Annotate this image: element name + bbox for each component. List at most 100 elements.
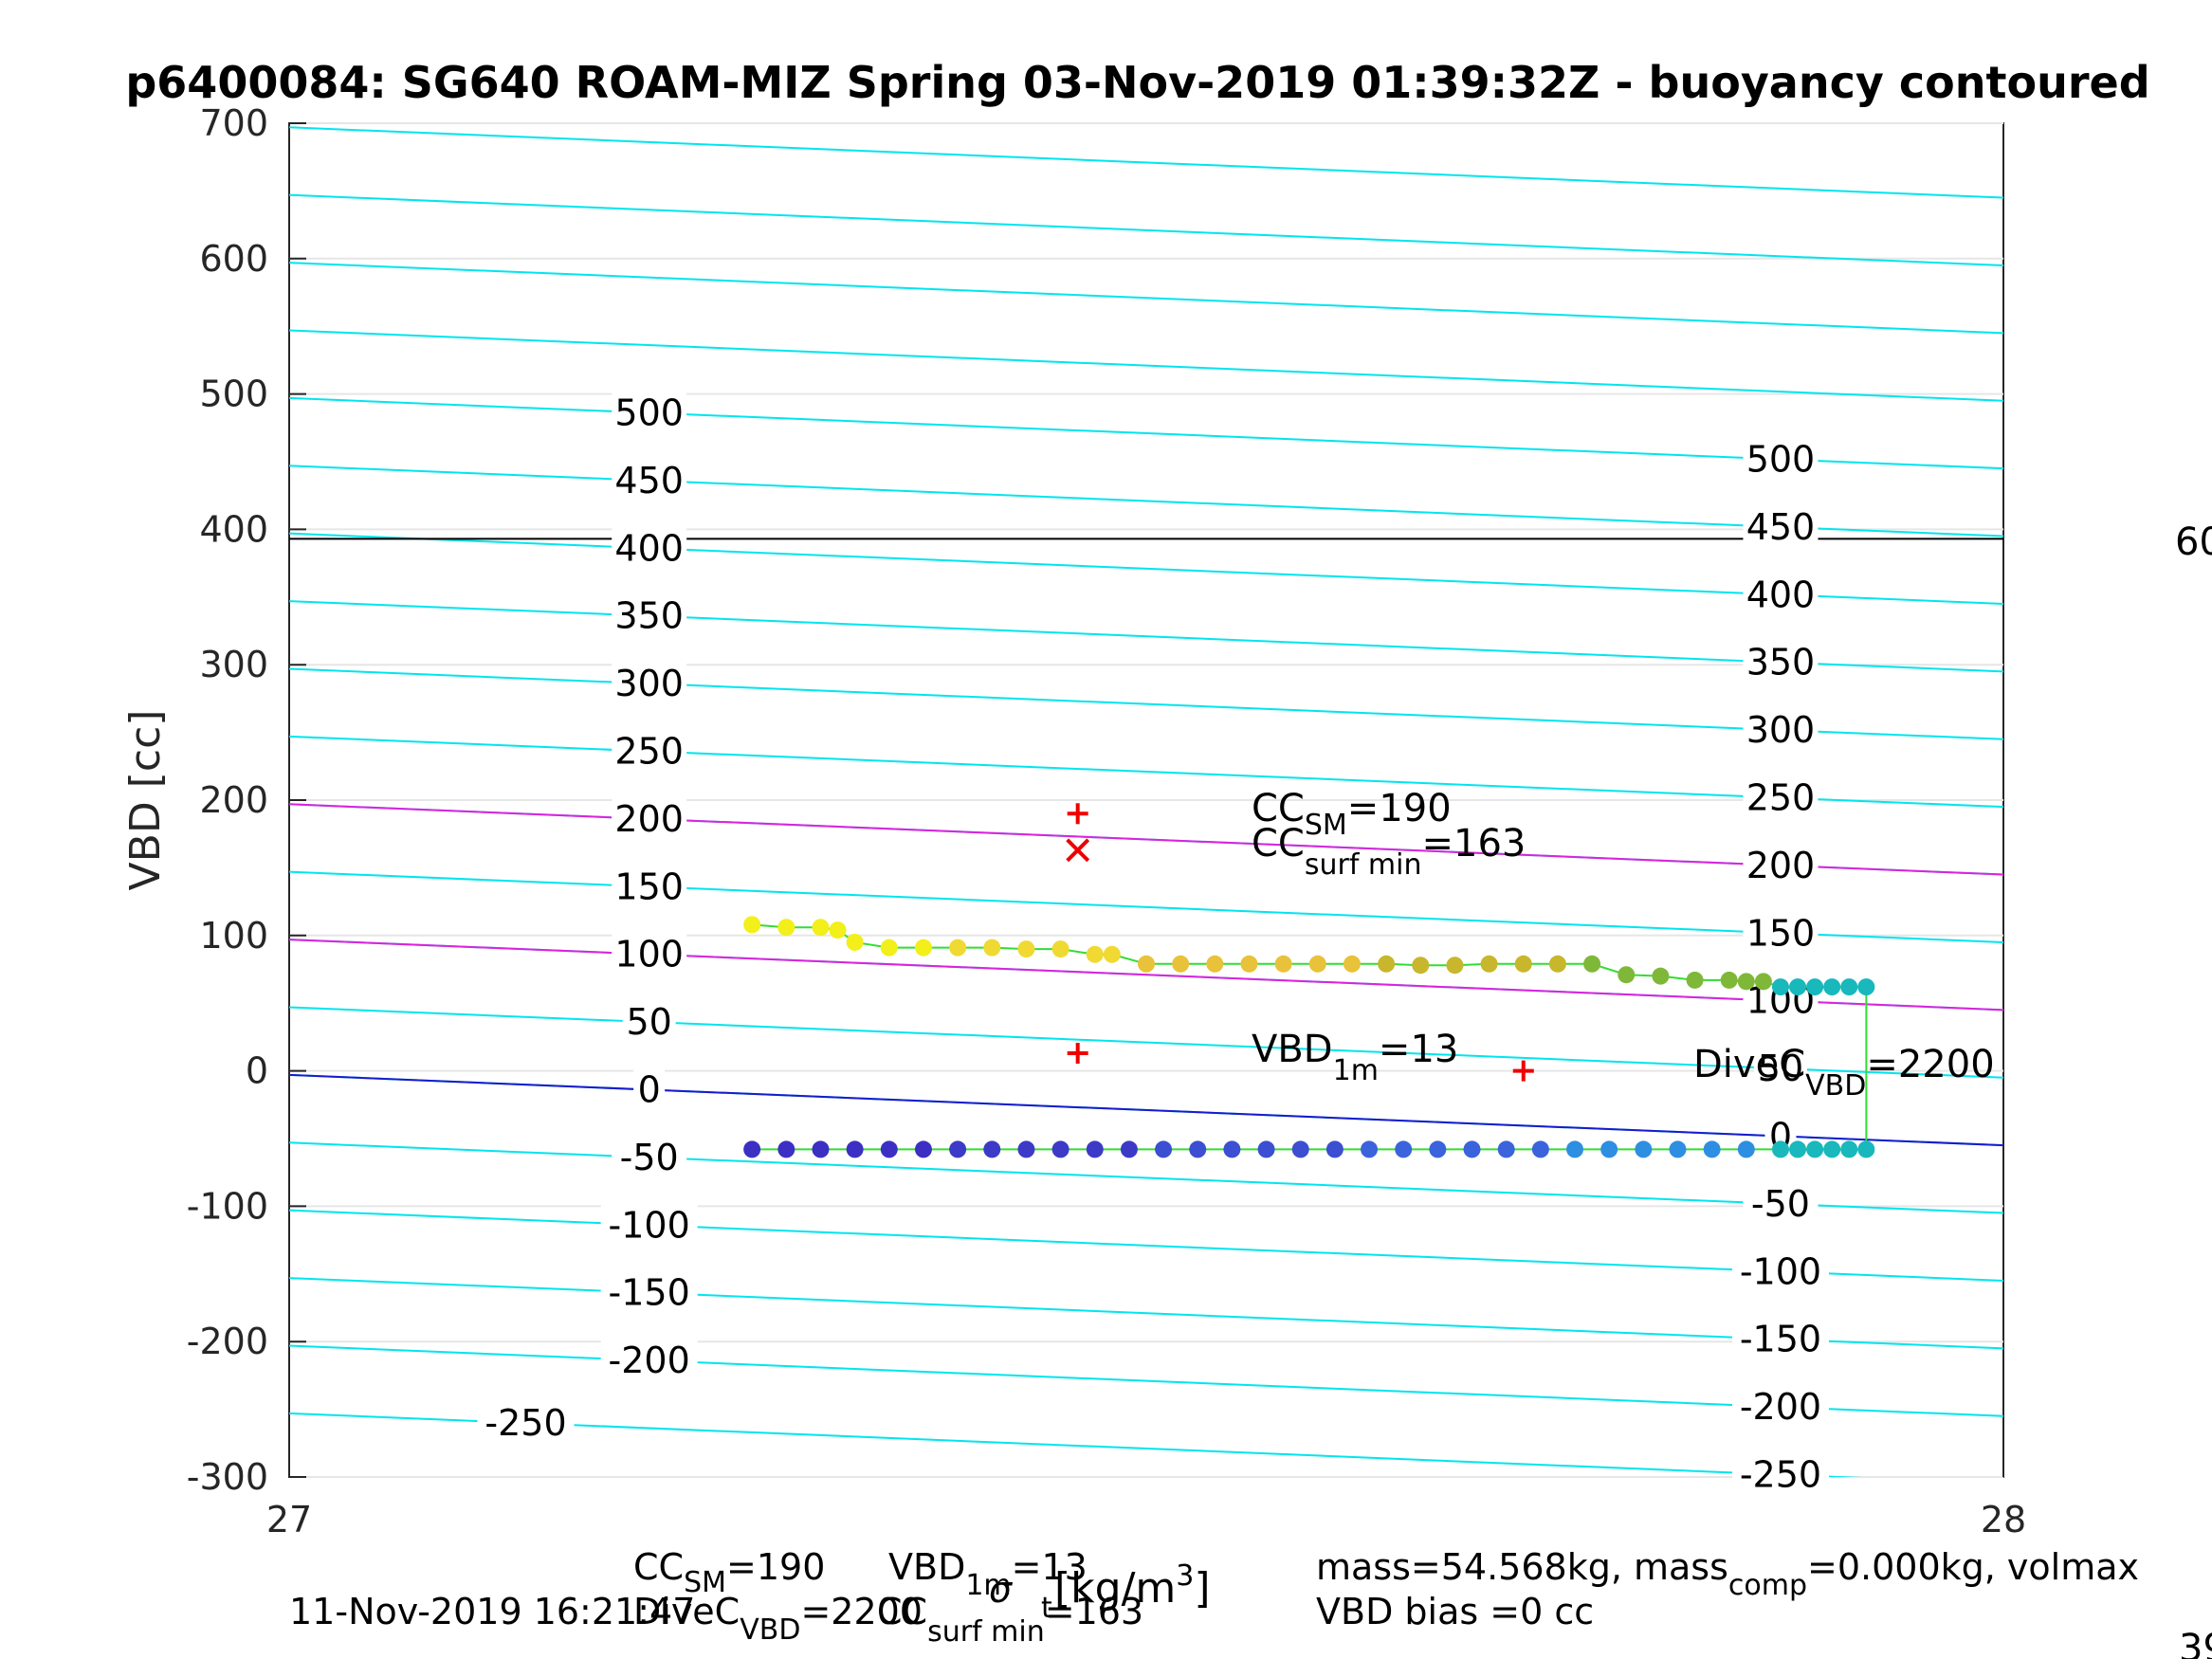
dive-point bbox=[1361, 1140, 1379, 1158]
dive-point bbox=[1429, 1140, 1447, 1158]
climb-point bbox=[1274, 955, 1292, 973]
contour-label-bg bbox=[1731, 1250, 1829, 1293]
contour-label-bg bbox=[1743, 776, 1819, 819]
climb-point bbox=[1618, 966, 1636, 984]
y-tick-label: 100 bbox=[199, 915, 268, 957]
contour-line bbox=[289, 262, 2003, 335]
dive-point bbox=[1531, 1140, 1549, 1158]
contour-label: -50 bbox=[620, 1137, 679, 1178]
grid-lines bbox=[289, 122, 2003, 1478]
footer-cc-surf-min: CCsurf min=163 bbox=[877, 1591, 1143, 1649]
contour-label: 400 bbox=[614, 527, 684, 569]
contour-labels: 500450400350300250200150100500-50-100-15… bbox=[477, 392, 1829, 1496]
plus-marker bbox=[1512, 1060, 1534, 1082]
contour-line bbox=[289, 1412, 1862, 1477]
contour-label-bg bbox=[612, 1136, 687, 1178]
climb-point bbox=[846, 933, 864, 951]
dive-point bbox=[983, 1140, 1001, 1158]
climb-point bbox=[1806, 978, 1824, 996]
contour-label-bg bbox=[612, 663, 687, 705]
climb-point bbox=[1754, 973, 1772, 991]
dive-point bbox=[1257, 1140, 1275, 1158]
y-tick-label: 300 bbox=[199, 644, 268, 685]
contour-line bbox=[289, 735, 2003, 809]
dive-point bbox=[1566, 1140, 1583, 1158]
contour-line bbox=[289, 329, 2003, 402]
dive-point bbox=[1189, 1140, 1207, 1158]
climb-point bbox=[1737, 973, 1755, 991]
contour-label-bg bbox=[612, 459, 687, 501]
y-tick-label: 200 bbox=[199, 779, 268, 821]
climb-point bbox=[1548, 955, 1566, 973]
dive-point bbox=[1291, 1140, 1309, 1158]
contour-label: 200 bbox=[614, 798, 684, 840]
contour-label: -250 bbox=[484, 1402, 566, 1444]
contour-label: 250 bbox=[614, 730, 684, 772]
contour-line bbox=[289, 396, 2003, 470]
climb-point bbox=[1086, 945, 1104, 963]
y-tick-label: -300 bbox=[187, 1456, 268, 1498]
dive-point bbox=[1703, 1140, 1721, 1158]
climb-point bbox=[949, 939, 967, 957]
contour-label: 0 bbox=[638, 1068, 661, 1110]
climb-point bbox=[1103, 945, 1121, 963]
y-tick-label: -100 bbox=[187, 1185, 268, 1227]
x-marker bbox=[1066, 838, 1090, 863]
dive-point bbox=[1806, 1140, 1824, 1158]
contour-label-bg bbox=[622, 1001, 676, 1044]
contour-label: 500 bbox=[614, 392, 684, 433]
footer-timestamp: 11-Nov-2019 16:21:47 bbox=[289, 1591, 695, 1632]
contour-label-bg bbox=[612, 527, 687, 570]
climb-point bbox=[1823, 978, 1841, 996]
climb-point bbox=[829, 921, 847, 939]
dive-point bbox=[1669, 1140, 1687, 1158]
climb-point bbox=[1138, 955, 1155, 973]
contour-label-bg bbox=[1743, 505, 1819, 548]
y-tick-label: 700 bbox=[199, 102, 268, 144]
y-tick-label: -200 bbox=[187, 1321, 268, 1362]
dive-point bbox=[880, 1140, 898, 1158]
y-tick-label: 500 bbox=[199, 374, 268, 415]
dive-point bbox=[1789, 1140, 1807, 1158]
climb-point bbox=[1771, 978, 1789, 996]
edge-label-top: 60 bbox=[2175, 520, 2212, 564]
climb-point bbox=[777, 919, 795, 937]
x-axis-label-unit: [kg/m3] bbox=[1054, 1559, 1211, 1613]
contour-line bbox=[289, 870, 2003, 943]
dive-point bbox=[1017, 1140, 1035, 1158]
climb-point bbox=[880, 939, 898, 957]
dive-c-vbd-annotation: DiveCVBD=2200 bbox=[1693, 1043, 1995, 1103]
y-axis-label: VBD [cc] bbox=[121, 710, 170, 891]
contour-label-bg bbox=[612, 392, 687, 434]
climb-point bbox=[1017, 940, 1035, 958]
data-series bbox=[743, 916, 1875, 1158]
contour-label: 50 bbox=[1758, 1048, 1803, 1089]
climb-point bbox=[1652, 967, 1670, 985]
reference-lines bbox=[289, 538, 2003, 1147]
contour-label: -100 bbox=[1740, 1250, 1821, 1292]
dive-point bbox=[1771, 1140, 1789, 1158]
contour-label: 350 bbox=[1746, 642, 1816, 684]
dive-point bbox=[1823, 1140, 1841, 1158]
dive-point bbox=[1497, 1140, 1515, 1158]
contour-label: -100 bbox=[609, 1204, 690, 1246]
dive-point bbox=[1463, 1140, 1481, 1158]
contour-label-bg bbox=[600, 1340, 698, 1382]
contour-line bbox=[289, 532, 2003, 605]
contour-label-bg bbox=[612, 797, 687, 840]
contour-label: 300 bbox=[1746, 709, 1816, 751]
contour-line bbox=[289, 1344, 2003, 1417]
contour-label: 350 bbox=[614, 595, 684, 637]
x-tick-label: 28 bbox=[1981, 1499, 2026, 1540]
contour-label-bg bbox=[1731, 1453, 1829, 1496]
climb-point bbox=[1051, 940, 1069, 958]
marker-stroke bbox=[1066, 838, 1090, 863]
contour-label-bg bbox=[1743, 574, 1819, 616]
contour-label-bg bbox=[600, 1271, 698, 1314]
dive-point bbox=[914, 1140, 932, 1158]
dive-point bbox=[949, 1140, 967, 1158]
footer-dive-c-vbd: DiveCVBD=2200 bbox=[633, 1591, 923, 1647]
contour-label: 50 bbox=[627, 1001, 672, 1043]
reference-markers bbox=[1066, 803, 1534, 1082]
contour-label: 250 bbox=[1746, 776, 1816, 818]
